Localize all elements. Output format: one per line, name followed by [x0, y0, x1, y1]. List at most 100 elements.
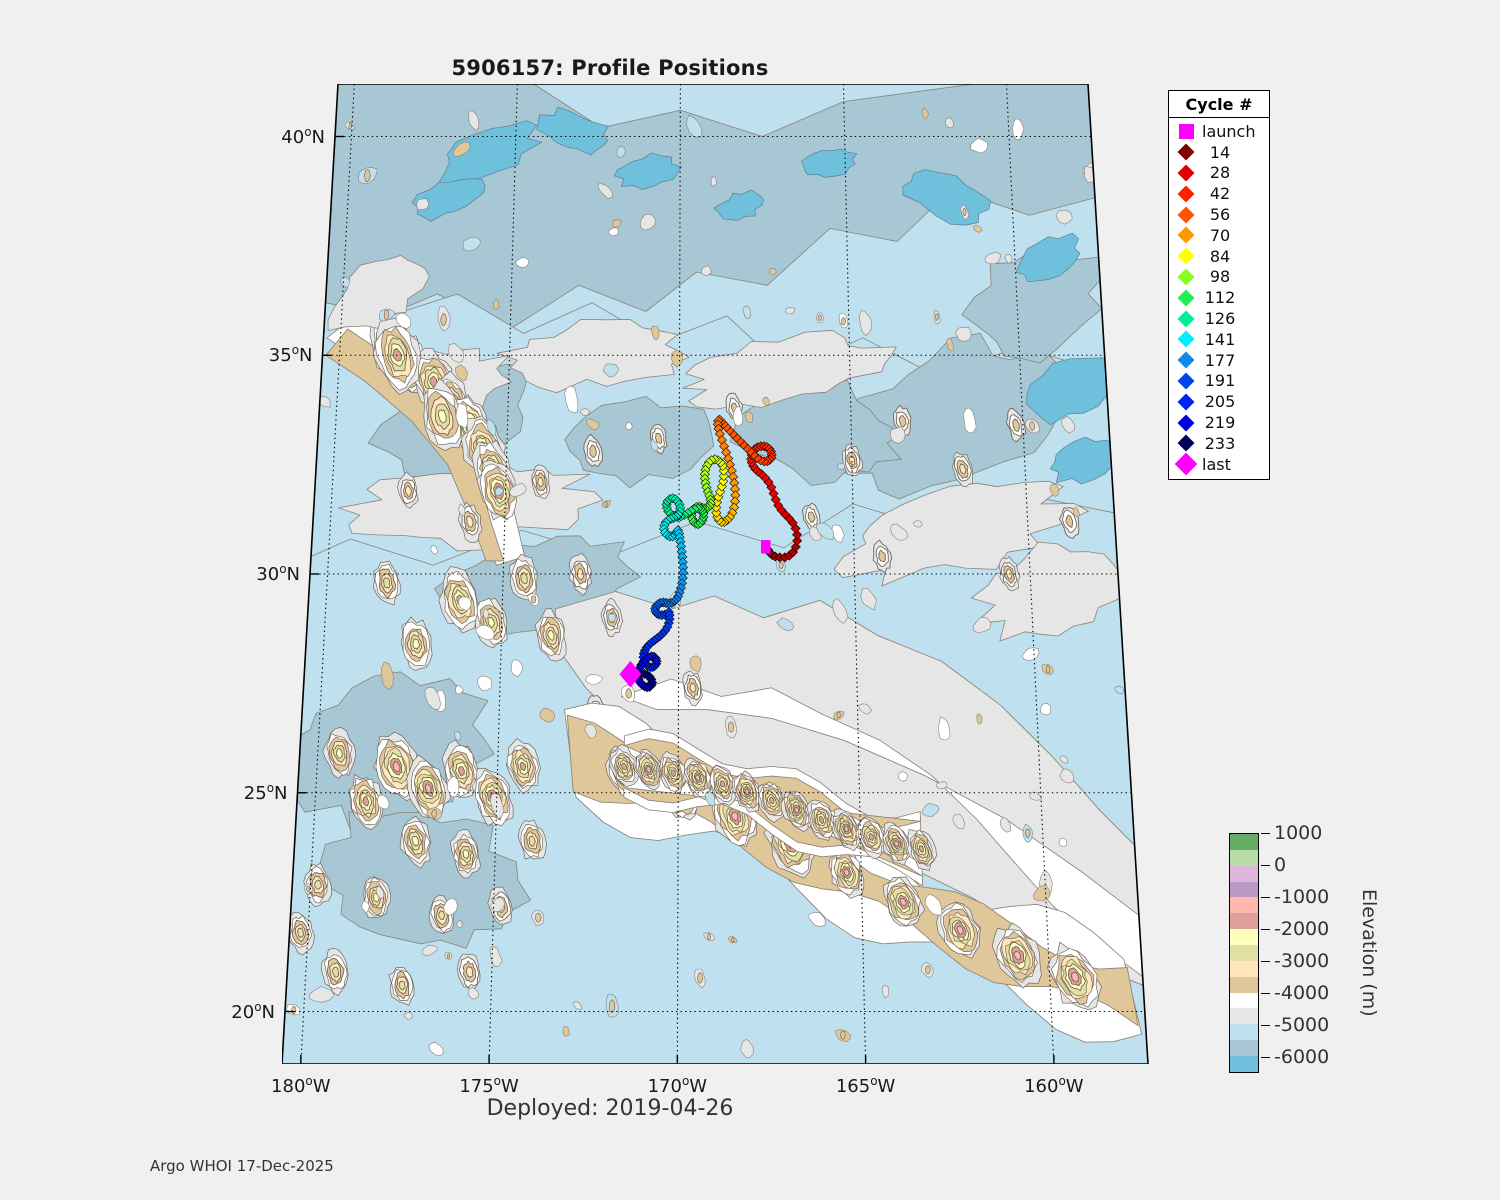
colorbar-tick-label: -5000 [1274, 1014, 1330, 1036]
colorbar-tick [1261, 993, 1270, 994]
legend-entry-28[interactable]: 28 [1169, 163, 1269, 184]
legend-entries[interactable]: launch 14 28 42 56 70 84 98 112 126 141 177 191 205 21… [1169, 118, 1269, 479]
legend-entry-label: 112 [1204, 288, 1236, 308]
colorbar-tick-label: 1000 [1274, 822, 1323, 844]
legend-entry-label: 141 [1204, 329, 1236, 349]
colorbar-title: Elevation (m) [1358, 889, 1380, 1017]
legend-entry-141[interactable]: 141 [1169, 329, 1269, 350]
map-panel[interactable] [282, 84, 1152, 1064]
colorbar-tick-label: -2000 [1274, 918, 1330, 940]
colorbar-band [1230, 865, 1258, 882]
legend-entry-label: 84 [1209, 246, 1231, 266]
legend-entry-70[interactable]: 70 [1169, 225, 1269, 246]
colorbar-tick [1261, 897, 1270, 898]
legend-entry-219[interactable]: 219 [1169, 412, 1269, 433]
cycle-marker-icon [1175, 393, 1197, 411]
x-tick-label: 175oW [459, 1074, 519, 1097]
colorbar-band [1230, 1056, 1258, 1072]
elevation-colorbar[interactable] [1229, 833, 1259, 1073]
cycle-marker-icon [1175, 185, 1197, 203]
legend-entry-last[interactable]: last [1169, 452, 1269, 476]
colorbar-band [1230, 992, 1258, 1009]
cycle-marker-icon [1175, 164, 1197, 182]
x-tick-label: 160oW [1024, 1074, 1084, 1097]
legend-entry-label: 126 [1204, 309, 1236, 329]
cycle-marker-icon [1175, 226, 1197, 244]
colorbar-band [1230, 1040, 1258, 1057]
y-tick-label: 25oN [243, 780, 288, 804]
legend-entry-label: 70 [1209, 225, 1231, 245]
cycle-marker-icon [1175, 206, 1197, 224]
legend-entry-84[interactable]: 84 [1169, 246, 1269, 267]
y-tick-label: 30oN [256, 562, 300, 585]
legend-entry-191[interactable]: 191 [1169, 371, 1269, 392]
colorbar-band [1230, 913, 1258, 930]
x-tick-label: 180oW [271, 1074, 331, 1097]
cycle-marker-icon [1175, 414, 1197, 432]
cycle-marker-icon [1175, 434, 1197, 452]
colorbar-tick-label: -6000 [1274, 1046, 1330, 1068]
x-tick-label: 170oW [647, 1074, 708, 1097]
y-tick-label: 40oN [281, 124, 325, 148]
page-title: 5906157: Profile Positions [451, 56, 769, 80]
legend-entry-205[interactable]: 205 [1169, 391, 1269, 412]
legend-entry-label: 42 [1209, 184, 1231, 204]
colorbar-tick-label: 0 [1274, 854, 1287, 876]
colorbar-tick [1261, 833, 1270, 834]
legend-entry-label: 219 [1204, 413, 1236, 433]
last-marker-icon [1174, 452, 1198, 476]
legend-entry-98[interactable]: 98 [1169, 267, 1269, 288]
x-axis-label: Deployed: 2019-04-26 [486, 1096, 734, 1121]
colorbar-tick [1261, 1025, 1270, 1026]
cycle-legend[interactable]: Cycle # launch 14 28 42 56 70 84 98 112 126 141 177… [1168, 90, 1270, 480]
legend-entry-14[interactable]: 14 [1169, 142, 1269, 163]
launch-marker-icon [1175, 123, 1197, 139]
legend-entry-233[interactable]: 233 [1169, 433, 1269, 454]
legend-entry-label: 98 [1209, 267, 1231, 287]
colorbar-band [1230, 849, 1258, 866]
colorbar-band [1230, 1024, 1258, 1041]
colorbar-band [1230, 834, 1258, 850]
legend-entry-42[interactable]: 42 [1169, 183, 1269, 204]
colorbar-tick-label: -4000 [1274, 982, 1330, 1004]
colorbar-band [1230, 881, 1258, 898]
legend-entry-177[interactable]: 177 [1169, 350, 1269, 371]
colorbar-band [1230, 976, 1258, 993]
legend-entry-label: last [1202, 454, 1231, 474]
x-tick-label: 165oW [835, 1074, 896, 1097]
legend-entry-56[interactable]: 56 [1169, 204, 1269, 225]
legend-entry-label: 233 [1204, 433, 1236, 453]
colorbar-tick [1261, 961, 1270, 962]
credit-text: Argo WHOI 17-Dec-2025 [150, 1157, 334, 1175]
legend-title: Cycle # [1169, 91, 1269, 118]
legend-entry-launch[interactable]: launch [1169, 121, 1269, 142]
legend-entry-label: 14 [1209, 142, 1231, 162]
cycle-marker-icon [1175, 247, 1197, 265]
legend-entry-label: launch [1202, 121, 1256, 141]
colorbar-band [1230, 929, 1258, 946]
y-tick-label: 20oN [231, 999, 275, 1023]
cycle-marker-icon [1175, 351, 1197, 369]
legend-entry-label: 205 [1204, 392, 1236, 412]
colorbar-tick [1261, 929, 1270, 930]
bathymetry-map[interactable] [282, 84, 1152, 1064]
cycle-marker-icon [1175, 289, 1197, 307]
colorbar-tick-label: -1000 [1274, 886, 1330, 908]
cycle-marker-icon [1175, 372, 1197, 390]
legend-entry-label: 177 [1204, 350, 1236, 370]
cycle-marker-icon [1175, 143, 1197, 161]
cycle-marker-icon [1175, 330, 1197, 348]
colorbar-tick [1261, 865, 1270, 866]
y-tick-label: 35oN [268, 343, 313, 367]
colorbar-band [1230, 960, 1258, 977]
legend-entry-label: 191 [1204, 371, 1236, 391]
colorbar-tick-label: -3000 [1274, 950, 1330, 972]
colorbar-band [1230, 897, 1258, 914]
colorbar-tick [1261, 1057, 1270, 1058]
cycle-marker-icon [1175, 310, 1197, 328]
legend-entry-126[interactable]: 126 [1169, 308, 1269, 329]
legend-entry-112[interactable]: 112 [1169, 287, 1269, 308]
cycle-marker-icon [1175, 268, 1197, 286]
colorbar-band [1230, 1008, 1258, 1025]
legend-entry-label: 28 [1209, 163, 1231, 183]
